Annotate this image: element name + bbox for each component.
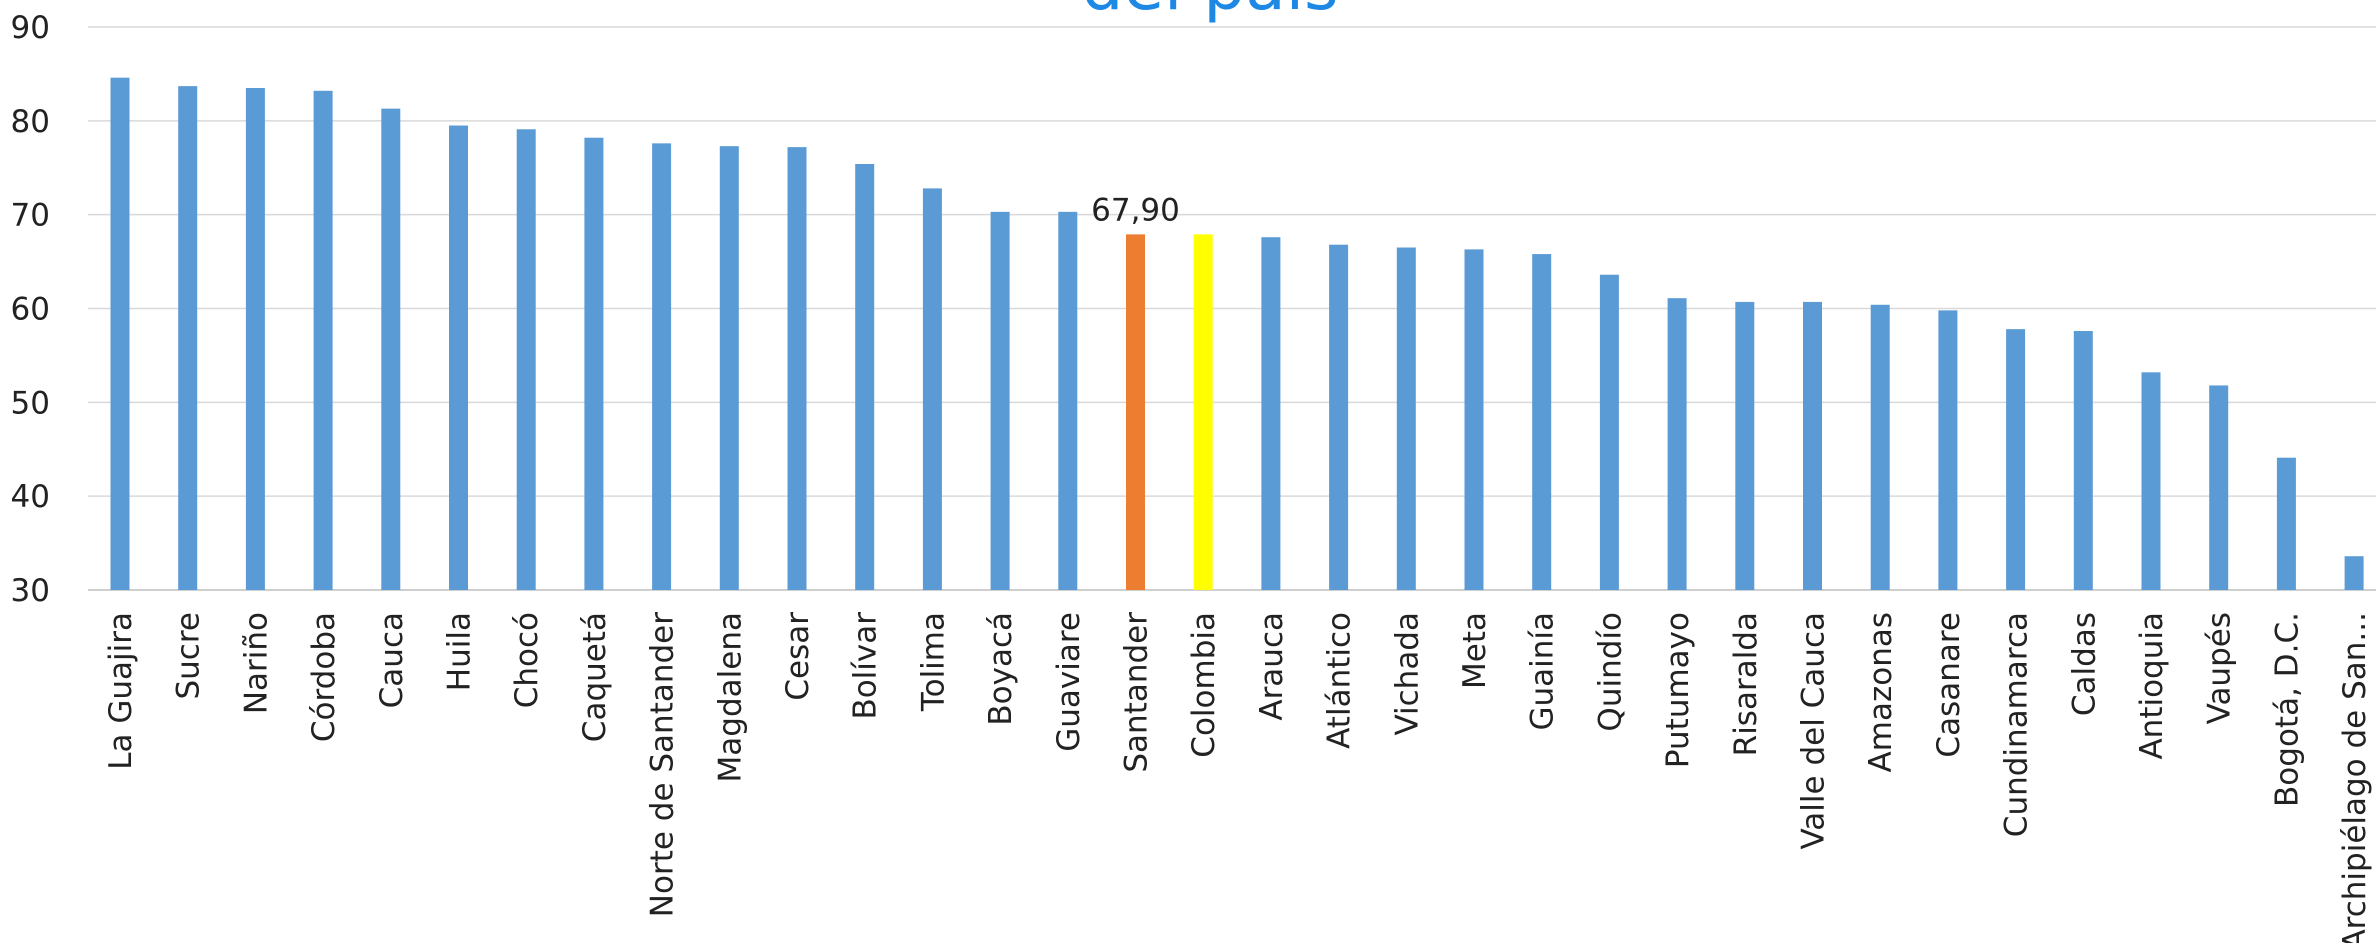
bar — [110, 77, 130, 591]
x-tick-label: Vichada — [1389, 612, 1425, 736]
bar — [1599, 274, 1619, 590]
x-tick-label: Guaviare — [1051, 612, 1087, 752]
bar — [787, 147, 807, 590]
bar — [2209, 385, 2229, 590]
y-tick-label: 90 — [11, 10, 50, 46]
x-tick-label: Amazonas — [1863, 612, 1899, 772]
x-tick-label: Chocó — [509, 612, 545, 708]
x-tick-label: Vaupés — [2202, 612, 2238, 724]
x-tick-label: Cundinamarca — [1999, 612, 2035, 837]
x-tick-label: Atlántico — [1322, 612, 1358, 749]
x-tick-label: Cauca — [374, 612, 410, 708]
x-tick-label: Risaralda — [1728, 612, 1764, 756]
x-tick-label: Tolima — [915, 612, 951, 712]
x-tick-label: Boyacá — [983, 612, 1019, 726]
x-tick-label: Santander — [1119, 612, 1155, 773]
bars — [110, 77, 2364, 591]
bar — [2276, 457, 2296, 590]
x-tick-label: Caldas — [2066, 612, 2102, 716]
x-tick-label: Antioquia — [2134, 612, 2170, 760]
chart-title: del país — [1040, 0, 1380, 25]
bar — [1735, 301, 1755, 590]
data-label: 67,90 — [1091, 192, 1180, 228]
x-tick-label: Sucre — [171, 612, 207, 700]
y-tick-label: 30 — [11, 573, 50, 609]
x-tick-label: Nariño — [238, 612, 274, 714]
bar — [449, 125, 468, 591]
bar — [1058, 211, 1078, 590]
y-tick-label: 60 — [11, 292, 50, 328]
x-tick-label: Norte de Santander — [645, 612, 681, 917]
x-tick-label: Casanare — [1931, 612, 1967, 758]
x-tick-label: Cesar — [780, 612, 816, 701]
bar — [1396, 247, 1416, 590]
bar — [1870, 304, 1890, 590]
y-tick-label: 80 — [11, 104, 50, 140]
bar — [381, 108, 401, 590]
x-tick-label: Meta — [1457, 612, 1493, 689]
bar — [245, 87, 265, 590]
y-tick-label: 70 — [11, 198, 50, 234]
bar — [1329, 244, 1349, 590]
x-tick-label: Córdoba — [306, 612, 342, 742]
bar — [1532, 254, 1552, 590]
bar — [2073, 331, 2093, 590]
y-axis-ticks: 30 40 50 60 70 80 90 — [11, 10, 50, 609]
bar — [1938, 310, 1958, 590]
x-tick-label: Magdalena — [712, 612, 748, 782]
bar — [516, 129, 536, 591]
y-tick-label: 40 — [11, 479, 50, 515]
bar — [2141, 372, 2161, 590]
x-tick-label: Colombia — [1186, 612, 1222, 758]
bar — [1803, 301, 1822, 590]
bar — [178, 86, 198, 591]
x-axis-ticks: La Guajira Sucre Nariño Córdoba Cauca Huila Ch… — [103, 612, 2373, 947]
bar — [719, 146, 739, 590]
bar — [584, 137, 604, 590]
x-tick-label: Bolívar — [848, 612, 884, 720]
x-tick-label: Bogotá, D.C. — [2269, 612, 2305, 807]
x-tick-label: Caquetá — [577, 612, 613, 742]
bar — [313, 90, 333, 590]
x-tick-label: Valle del Cauca — [1796, 612, 1832, 850]
bar — [1261, 237, 1281, 591]
bar — [922, 188, 942, 591]
x-tick-label: Huila — [442, 612, 478, 691]
bar — [990, 211, 1010, 590]
bar — [2006, 329, 2026, 590]
x-tick-label: Guainía — [1525, 612, 1561, 731]
bar — [1667, 298, 1687, 590]
gridlines — [88, 26, 2376, 591]
x-tick-label: Archipiélago de San... — [2337, 612, 2373, 943]
y-tick-label: 50 — [11, 385, 50, 421]
x-tick-label: Quindío — [1592, 612, 1628, 732]
bar — [855, 163, 875, 590]
x-tick-label: Arauca — [1254, 612, 1290, 721]
x-tick-label: La Guajira — [103, 612, 139, 770]
x-tick-label: Putumayo — [1660, 612, 1696, 768]
bar — [1464, 249, 1484, 590]
bar — [2344, 556, 2364, 590]
bar — [1126, 234, 1145, 590]
bar — [1193, 234, 1213, 590]
bar — [652, 143, 672, 590]
data-labels: 67,90 — [1091, 192, 1180, 228]
